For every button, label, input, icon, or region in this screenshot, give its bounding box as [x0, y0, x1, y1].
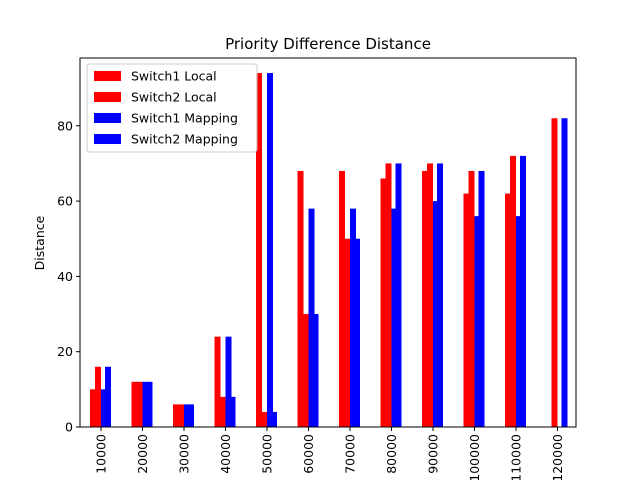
plot-frame: [79, 57, 577, 428]
legend-swatch-switch1-mapping: [94, 113, 121, 123]
legend: Switch1 Local Switch2 Local Switch1 Mappin…: [86, 63, 258, 153]
bar-switch1-mapping-50000: [267, 73, 273, 428]
x-tick-label-120000: 120000: [550, 434, 565, 480]
bar-switch2-local-60000: [302, 314, 309, 427]
x-tick-label-100000: 100000: [467, 434, 482, 480]
bar-switch2-mapping-30000: [188, 404, 194, 427]
bar-switch2-mapping-120000: [561, 118, 568, 427]
bar-switch1-mapping-10000: [101, 389, 107, 427]
bar-switch1-local-20000: [131, 381, 138, 427]
bar-switch2-mapping-20000: [146, 381, 153, 427]
bar-switch2-mapping-50000: [271, 411, 277, 427]
bar-switch1-local-40000: [214, 336, 221, 427]
bar-switch1-local-70000: [339, 170, 345, 428]
bar-switch2-local-70000: [344, 238, 350, 427]
bar-switch2-mapping-10000: [105, 366, 111, 427]
legend-label-switch2-mapping: Switch2 Mapping: [131, 132, 238, 147]
x-tick-label-60000: 60000: [301, 434, 316, 474]
bar-switch2-local-110000: [510, 155, 516, 428]
legend-label-switch1-mapping: Switch1 Mapping: [131, 111, 238, 126]
bar-switch1-local-60000: [297, 170, 304, 428]
y-tick-label-20: 20: [57, 344, 73, 359]
bar-switch2-local-80000: [385, 163, 392, 427]
x-axis: 10000 20000 30000 40000 50000 60000 70000 80000…: [94, 427, 565, 480]
bar-switch1-mapping-110000: [516, 216, 522, 427]
bar-switch2-local-100000: [468, 170, 475, 428]
legend-swatch-switch2-mapping: [94, 134, 121, 144]
bar-switch2-mapping-70000: [354, 238, 360, 427]
x-tick-label-30000: 30000: [177, 434, 192, 474]
bar-switch2-local-40000: [219, 396, 226, 427]
bar-switch1-local-30000: [173, 404, 179, 427]
x-tick-label-80000: 80000: [384, 434, 399, 474]
bar-switch1-mapping-20000: [142, 381, 149, 427]
x-tick-label-50000: 50000: [260, 434, 275, 474]
bar-switch2-mapping-100000: [478, 170, 485, 428]
bar-switch1-mapping-60000: [308, 208, 315, 427]
y-axis: 0 20 40 60 80: [57, 118, 80, 435]
legend-label-switch2-local: Switch2 Local: [131, 90, 217, 105]
bar-switch1-local-90000: [422, 170, 428, 428]
bar-switch2-local-120000: [551, 118, 558, 427]
x-tick-label-90000: 90000: [426, 434, 441, 474]
bar-switch1-mapping-80000: [391, 208, 398, 427]
bar-switch1-mapping-90000: [433, 201, 439, 427]
x-tick-label-70000: 70000: [343, 434, 358, 474]
bar-switch1-local-10000: [90, 389, 96, 427]
bar-switch1-mapping-70000: [350, 208, 356, 427]
bar-switch1-local-110000: [505, 193, 511, 427]
bar-switch1-local-80000: [380, 178, 387, 427]
bar-switch2-local-50000: [261, 411, 267, 427]
bar-switch2-mapping-110000: [520, 155, 526, 428]
bar-switch2-mapping-80000: [395, 163, 402, 427]
y-axis-label: Distance: [32, 215, 47, 270]
x-tick-label-40000: 40000: [218, 434, 233, 474]
bar-switch2-local-20000: [136, 381, 143, 427]
y-tick-label-80: 80: [57, 118, 73, 133]
bar-switch1-local-100000: [463, 193, 470, 427]
chart-title: Priority Difference Distance: [225, 35, 431, 53]
x-tick-label-110000: 110000: [509, 434, 524, 480]
bar-switch1-local-50000: [256, 73, 262, 428]
legend-swatch-switch1-local: [94, 71, 121, 81]
bar-switch1-mapping-40000: [225, 336, 232, 427]
bar-switch2-local-90000: [427, 163, 433, 427]
bar-switch2-mapping-60000: [312, 314, 319, 427]
bars-group: [90, 73, 568, 428]
bar-switch2-local-30000: [178, 404, 184, 427]
y-tick-label-40: 40: [57, 269, 73, 284]
legend-label-switch1-local: Switch1 Local: [131, 69, 217, 84]
bar-switch1-mapping-30000: [184, 404, 190, 427]
bar-switch1-mapping-100000: [474, 216, 481, 427]
x-tick-label-10000: 10000: [94, 434, 109, 474]
y-tick-label-60: 60: [57, 194, 73, 209]
bar-switch2-local-10000: [95, 366, 101, 427]
legend-box: [86, 63, 258, 153]
bar-switch2-mapping-90000: [437, 163, 443, 427]
y-tick-label-0: 0: [65, 420, 73, 435]
bar-switch2-mapping-40000: [229, 396, 236, 427]
legend-swatch-switch2-local: [94, 92, 121, 102]
x-tick-label-20000: 20000: [135, 434, 150, 474]
